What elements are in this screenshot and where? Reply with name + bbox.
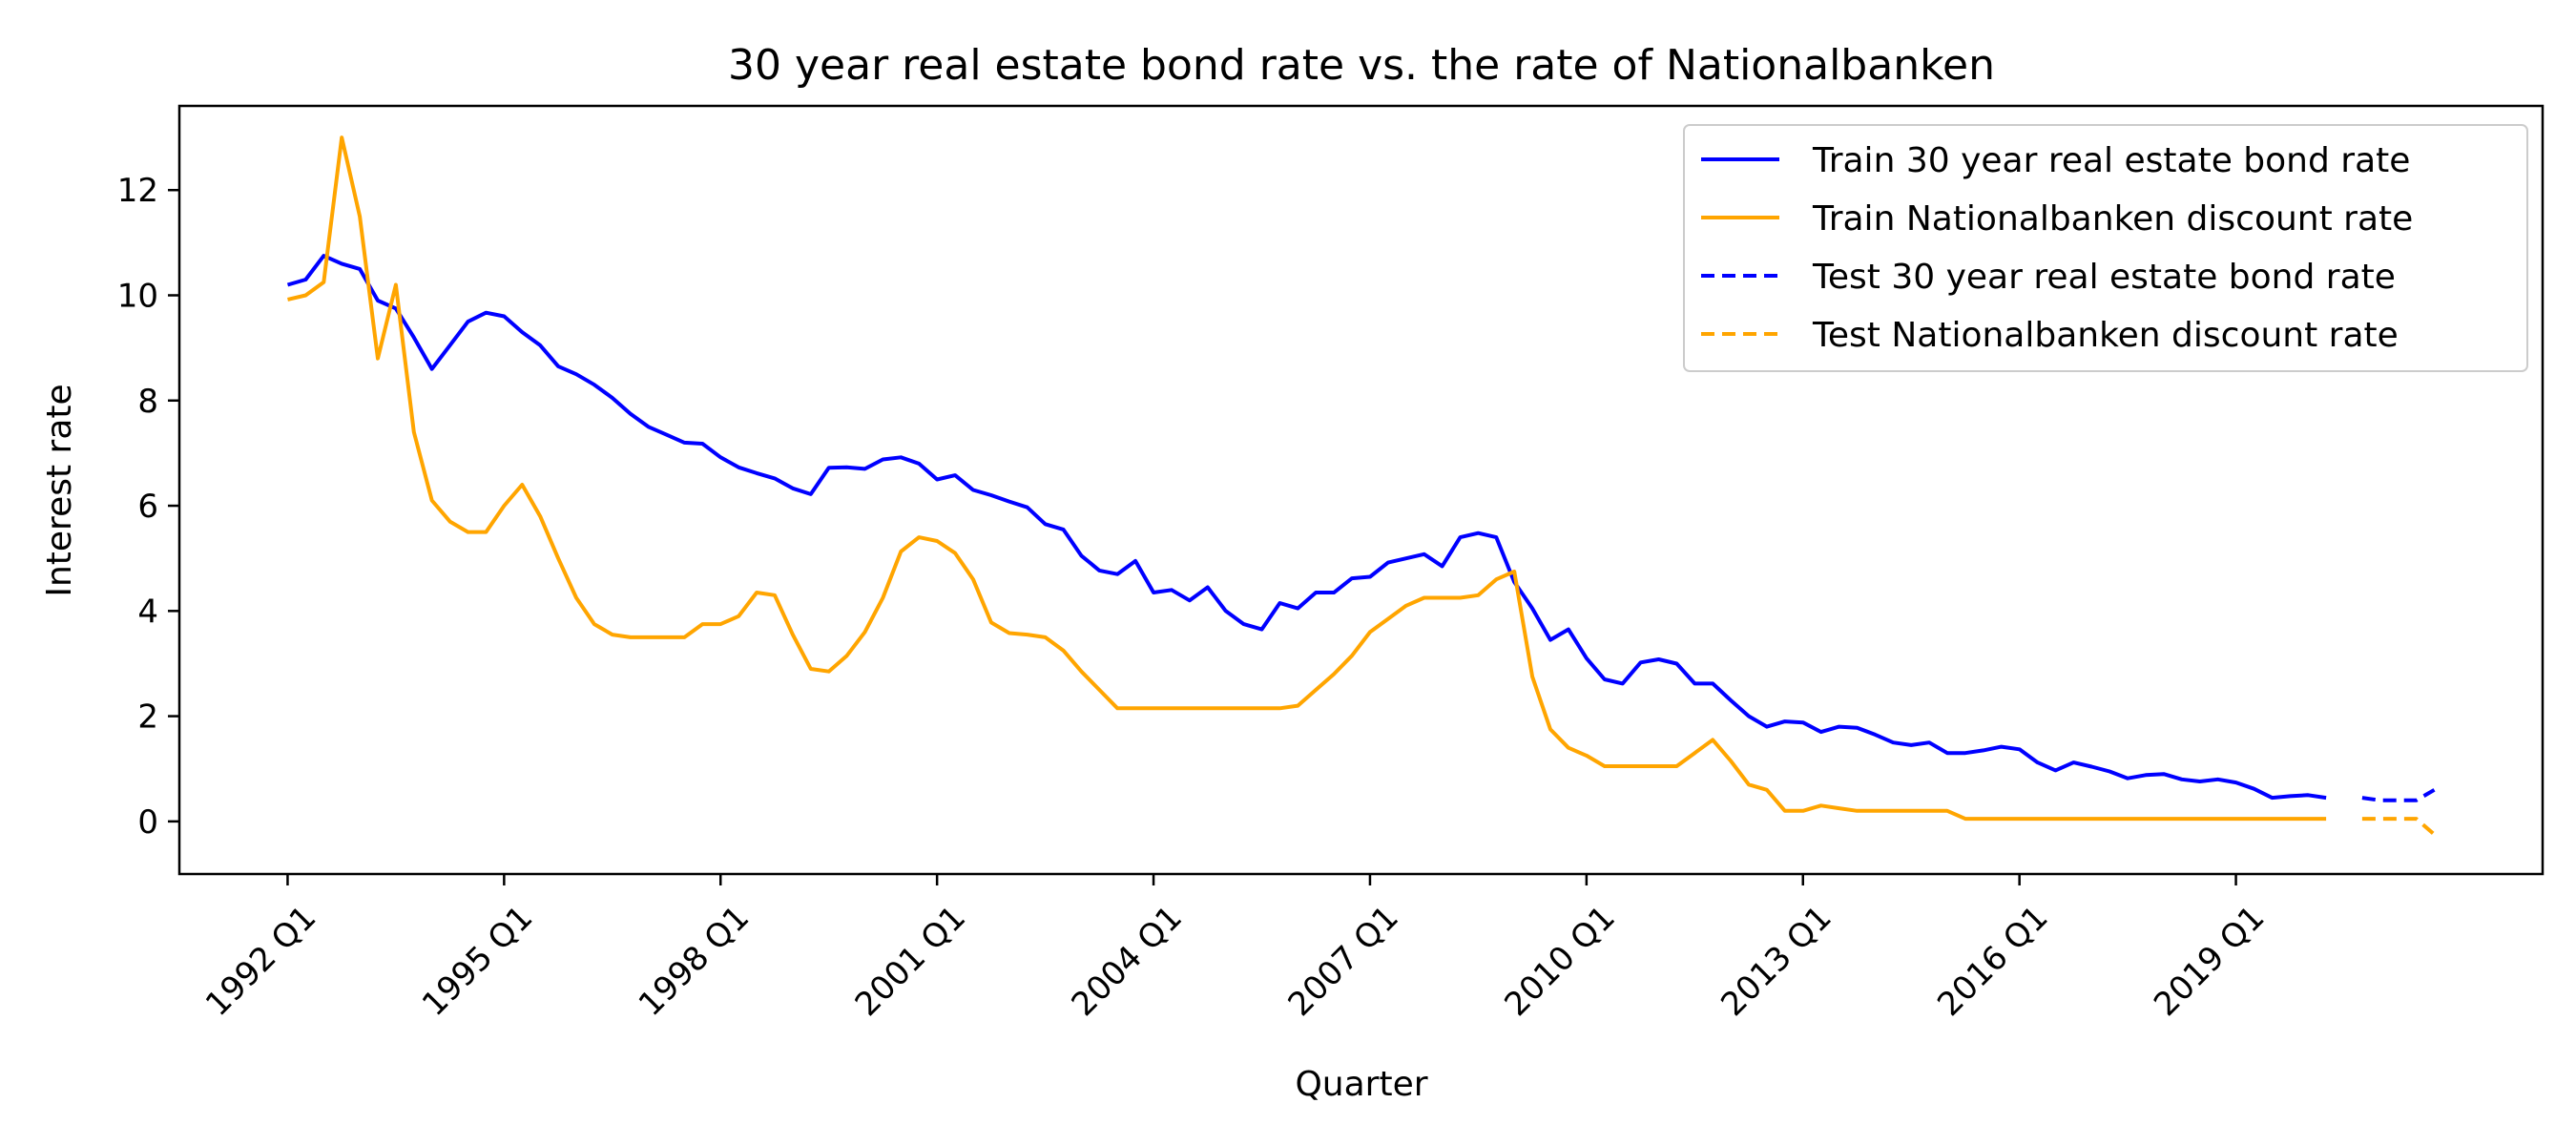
x-tick-label: 1992 Q1 — [198, 899, 323, 1024]
x-axis-label: Quarter — [1295, 1065, 1427, 1104]
y-tick-label: 12 — [117, 172, 158, 210]
y-tick-label: 2 — [137, 698, 158, 737]
x-tick-label: 2016 Q1 — [1930, 899, 2055, 1024]
series-line-train-30-year-real-estate-bond-rate — [286, 254, 2327, 801]
x-tick-label: 2013 Q1 — [1714, 899, 1839, 1024]
y-tick-label: 10 — [117, 277, 158, 315]
legend-box — [1683, 124, 2528, 372]
series-layer — [286, 135, 2436, 837]
x-tick-label: 1995 Q1 — [415, 899, 540, 1024]
series-line-test-nationalbanken-discount-rate — [2361, 817, 2436, 837]
y-tick-label: 4 — [137, 593, 158, 631]
x-tick-label: 1998 Q1 — [632, 899, 757, 1024]
plot-frame — [177, 104, 2545, 876]
y-axis-label: Interest rate — [40, 384, 79, 596]
chart-title: 30 year real estate bond rate vs. the ra… — [728, 41, 1995, 90]
y-tick-label: 0 — [137, 803, 158, 842]
y-axis: 0 2 4 6 8 10 12 — [117, 172, 179, 842]
legend-label-train-30-year-real-estate-bond-rate: Train 30 year real estate bond rate — [1812, 141, 2410, 180]
legend-label-train-nationalbanken-discount-rate: Train Nationalbanken discount rate — [1812, 199, 2413, 239]
x-tick-label: 2001 Q1 — [848, 899, 973, 1024]
x-tick-label: 2010 Q1 — [1497, 899, 1622, 1024]
y-tick-label: 6 — [137, 488, 158, 526]
legend: Train 30 year real estate bond rate Train… — [1683, 124, 2528, 372]
x-tick-label: 2004 Q1 — [1065, 899, 1190, 1024]
series-line-train-nationalbanken-discount-rate — [287, 135, 2327, 822]
y-tick-label: 8 — [137, 383, 158, 421]
legend-label-test-nationalbanken-discount-rate: Test Nationalbanken discount rate — [1812, 316, 2399, 355]
x-tick-label: 2019 Q1 — [2147, 899, 2272, 1024]
x-axis: 1992 Q1 1995 Q1 1998 Q1 2001 Q1 2004 Q1 2007 … — [198, 874, 2272, 1024]
series-line-test-30-year-real-estate-bond-rate — [2361, 788, 2436, 802]
x-tick-label: 2007 Q1 — [1281, 899, 1406, 1024]
legend-label-test-30-year-real-estate-bond-rate: Test 30 year real estate bond rate — [1812, 258, 2396, 297]
